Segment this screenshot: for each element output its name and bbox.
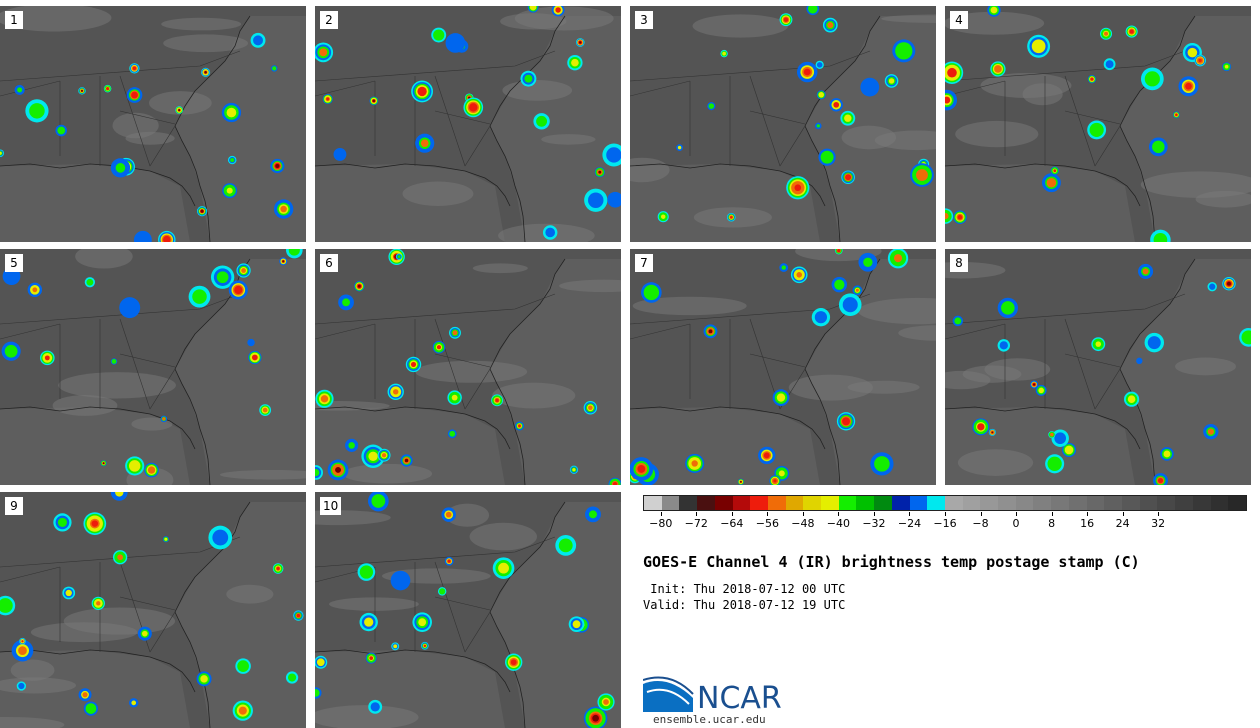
colorbar-segment [1121, 496, 1140, 510]
colorbar-tick [1158, 512, 1160, 516]
colorbar-segment [679, 496, 698, 510]
map-panel-6: 6 [315, 249, 621, 485]
colorbar-tick-label: −48 [791, 517, 815, 530]
colorbar-tick [1016, 512, 1018, 516]
colorbar-tick-label: −8 [972, 517, 989, 530]
colorbar-segment [891, 496, 910, 510]
colorbar-segment [1175, 496, 1193, 510]
colorbar-tick [873, 512, 875, 516]
colorbar-segment [874, 496, 892, 510]
colorbar-segment [821, 496, 839, 510]
panel-number: 3 [635, 11, 653, 29]
panel-number: 8 [950, 254, 968, 272]
colorbar-segment [838, 496, 857, 510]
colorbar-segment [1210, 496, 1229, 510]
map-panel-4: 4 [945, 6, 1251, 242]
ncar-logo-text: NCAR [697, 681, 782, 716]
colorbar-segment [785, 496, 804, 510]
colorbar-segment [1228, 496, 1246, 510]
colorbar-tick-label: −56 [755, 517, 779, 530]
colorbar-segment [767, 496, 786, 510]
colorbar-tick [660, 512, 662, 516]
panel-number: 10 [320, 497, 342, 515]
map-panel-9: 9 [0, 492, 306, 728]
colorbar-segment [644, 496, 662, 510]
colorbar-tick-label: −64 [720, 517, 744, 530]
colorbar-segment [732, 496, 751, 510]
map-panel-10: 10 [315, 492, 621, 728]
colorbar-segment [1157, 496, 1176, 510]
colorbar-ticks: −80 −72 −64 −56 −48 −40 −32 −24 −16 −8 0 8 16 24 32 [643, 512, 1247, 532]
panel-number: 9 [5, 497, 23, 515]
colorbar-tick [1087, 512, 1089, 516]
colorbar-tick-label: −80 [649, 517, 673, 530]
colorbar-tick [802, 512, 804, 516]
colorbar-segment [750, 496, 768, 510]
colorbar-tick [980, 512, 982, 516]
colorbar-segment [980, 496, 999, 510]
colorbar-tick [696, 512, 698, 516]
colorbar-tick [945, 512, 946, 516]
colorbar-tick-label: −24 [897, 517, 922, 530]
map-panel-1: 1 [0, 6, 306, 242]
map-panel-5: 5 [0, 249, 306, 485]
colorbar-tick-label: −72 [684, 517, 708, 530]
colorbar-segment [697, 496, 715, 510]
colorbar-tick-label: 8 [1048, 517, 1056, 530]
temperature-colorbar [643, 495, 1247, 511]
colorbar-segment [1068, 496, 1087, 510]
map-panel-7: 7 [630, 249, 936, 485]
colorbar-segment [1033, 496, 1052, 510]
panel-number: 4 [950, 11, 968, 29]
colorbar-tick [767, 512, 769, 516]
panel-number: 1 [5, 11, 23, 29]
colorbar-tick-label: −40 [826, 517, 851, 530]
colorbar-tick-label: 0 [1012, 517, 1020, 530]
figure-title: GOES-E Channel 4 (IR) brightness temp po… [643, 553, 1140, 571]
colorbar-segment [1086, 496, 1105, 510]
colorbar-segment [1104, 496, 1122, 510]
colorbar-segment [944, 496, 963, 510]
panel-number: 6 [320, 254, 338, 272]
panel-number: 2 [320, 11, 338, 29]
colorbar-tick-label: 16 [1080, 517, 1095, 530]
colorbar-tick-label: −32 [862, 517, 886, 530]
colorbar-segment [927, 496, 945, 510]
colorbar-segment [1051, 496, 1069, 510]
colorbar-segment [998, 496, 1016, 510]
colorbar-segment [803, 496, 822, 510]
colorbar-segment [661, 496, 680, 510]
colorbar-segment [714, 496, 733, 510]
colorbar-segment [1192, 496, 1211, 510]
panel-number: 7 [635, 254, 653, 272]
panel-number: 5 [5, 254, 23, 272]
colorbar-tick-label: −16 [933, 517, 957, 530]
colorbar-tick [909, 512, 911, 516]
map-panel-8: 8 [945, 249, 1251, 485]
site-url: ensemble.ucar.edu [653, 713, 766, 726]
colorbar-tick [1122, 512, 1124, 516]
colorbar-segment [1015, 496, 1034, 510]
colorbar-tick [731, 512, 733, 516]
map-panel-2: 2 [315, 6, 621, 242]
colorbar-tick-label: 24 [1115, 517, 1130, 530]
valid-time: Valid: Thu 2018-07-12 19 UTC [643, 598, 846, 612]
colorbar-tick [1051, 512, 1053, 516]
colorbar-segment [909, 496, 928, 510]
colorbar-segment [962, 496, 981, 510]
ncar-logo-icon [643, 676, 694, 712]
map-panel-3: 3 [630, 6, 936, 242]
colorbar-tick-label: 32 [1151, 517, 1166, 530]
init-time: Init: Thu 2018-07-12 00 UTC [643, 582, 846, 596]
colorbar-segment [1139, 496, 1158, 510]
colorbar-tick [838, 512, 840, 516]
colorbar-segment [856, 496, 875, 510]
